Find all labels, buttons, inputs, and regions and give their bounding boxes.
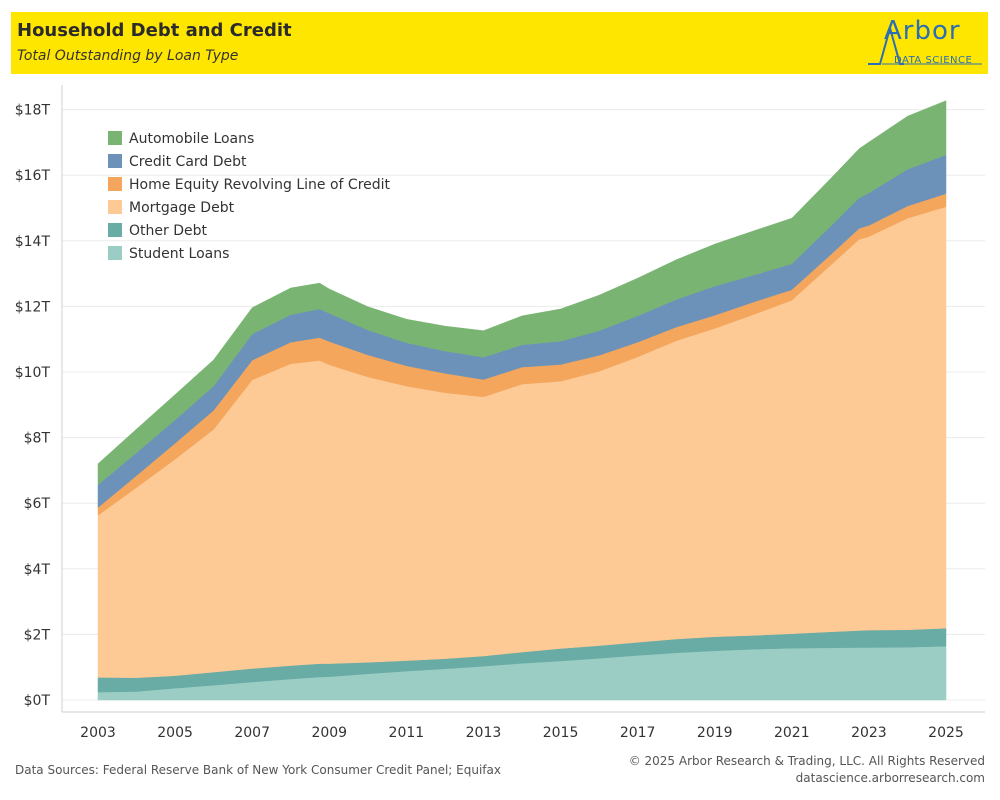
x-tick-label: 2013 <box>466 725 502 741</box>
website-link[interactable]: datascience.arborresearch.com <box>795 771 985 785</box>
legend-swatch-other-debt <box>108 223 122 237</box>
y-tick-label: $14T <box>15 234 51 250</box>
x-tick-label: 2007 <box>234 725 270 741</box>
legend-swatch-credit-card-debt <box>108 154 122 168</box>
y-tick-label: $2T <box>24 627 51 643</box>
x-axis: 2003 2005 2007 2009 2011 2013 2015 2017 2019 2021… <box>80 725 964 741</box>
y-tick-label: $0T <box>24 693 51 709</box>
logo-mark-icon <box>868 24 982 65</box>
logo-text: Arbor <box>884 16 961 46</box>
legend-swatch-mortgage-debt <box>108 200 122 214</box>
x-tick-label: 2017 <box>620 725 656 741</box>
legend-swatch-home-equity-revolving-line-of-credit <box>108 177 122 191</box>
x-tick-label: 2025 <box>928 725 964 741</box>
legend-label-automobile-loans: Automobile Loans <box>129 131 254 147</box>
x-tick-label: 2005 <box>157 725 193 741</box>
x-tick-label: 2003 <box>80 725 116 741</box>
legend-label-home-equity-revolving-line-of-credit: Home Equity Revolving Line of Credit <box>129 177 391 193</box>
y-tick-label: $12T <box>15 299 51 315</box>
chart-legend: Automobile Loans Credit Card Debt Home Equ… <box>108 131 391 262</box>
legend-swatch-student-loans <box>108 246 122 260</box>
y-tick-label: $6T <box>24 496 51 512</box>
y-tick-label: $4T <box>24 562 51 578</box>
x-tick-label: 2021 <box>774 725 810 741</box>
x-tick-label: 2023 <box>851 725 887 741</box>
header-banner: Household Debt and Credit Total Outstand… <box>11 12 988 74</box>
y-tick-label: $18T <box>15 103 51 119</box>
legend-swatch-automobile-loans <box>108 131 122 145</box>
chart-areas <box>97 100 947 701</box>
y-tick-label: $16T <box>15 168 51 184</box>
area-mortgage-debt <box>97 206 947 678</box>
x-tick-label: 2019 <box>697 725 733 741</box>
x-tick-label: 2015 <box>543 725 579 741</box>
y-tick-label: $8T <box>24 431 51 447</box>
chart-title: Household Debt and Credit <box>17 20 292 41</box>
legend-label-mortgage-debt: Mortgage Debt <box>129 200 235 216</box>
legend-label-other-debt: Other Debt <box>129 223 207 239</box>
footer-credits: © 2025 Arbor Research & Trading, LLC. Al… <box>629 753 985 787</box>
x-tick-label: 2011 <box>389 725 425 741</box>
y-tick-label: $10T <box>15 365 51 381</box>
legend-label-credit-card-debt: Credit Card Debt <box>129 154 247 170</box>
arbor-logo: Arbor DATA SCIENCE <box>864 16 982 72</box>
data-sources: Data Sources: Federal Reserve Bank of Ne… <box>15 763 501 777</box>
area-automobile-loans <box>97 100 947 486</box>
chart-subtitle: Total Outstanding by Loan Type <box>17 48 239 64</box>
copyright-text: © 2025 Arbor Research & Trading, LLC. Al… <box>628 754 985 768</box>
x-tick-label: 2009 <box>311 725 347 741</box>
legend-label-student-loans: Student Loans <box>129 246 229 262</box>
logo-subtext: DATA SCIENCE <box>894 55 973 66</box>
y-axis: $0T $2T $4T $6T $8T $10T $12T $14T $16T $18T <box>15 85 985 713</box>
